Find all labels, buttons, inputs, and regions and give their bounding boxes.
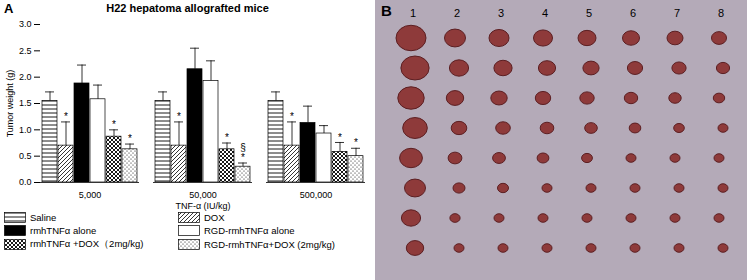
svg-text:5: 5 — [586, 7, 592, 19]
svg-text:B: B — [381, 2, 392, 19]
svg-text:3.0: 3.0 — [19, 19, 32, 29]
svg-text:6: 6 — [630, 7, 636, 19]
svg-text:*: * — [128, 133, 132, 144]
svg-text:500,000: 500,000 — [300, 190, 333, 200]
svg-text:7: 7 — [674, 7, 680, 19]
svg-text:TNF-α (IU/kg): TNF-α (IU/kg) — [175, 201, 230, 211]
html-text:DOX: DOX — [204, 212, 225, 223]
svg-text:0.5: 0.5 — [19, 151, 32, 161]
svg-text:*: * — [64, 111, 68, 122]
svg-text:1.5: 1.5 — [19, 98, 32, 108]
svg-text:*: * — [112, 119, 116, 130]
svg-text:3: 3 — [498, 7, 504, 19]
html-text:rmhTNFα +DOX（2mg/kg): rmhTNFα +DOX（2mg/kg) — [30, 238, 144, 249]
svg-text:*: * — [354, 137, 358, 148]
svg-text:*: * — [338, 132, 342, 143]
svg-text:*: * — [290, 111, 294, 122]
svg-text:2.0: 2.0 — [19, 72, 32, 82]
svg-text:2.5: 2.5 — [19, 46, 32, 56]
html-text:Saline: Saline — [30, 212, 57, 223]
svg-text:1.0: 1.0 — [19, 125, 32, 135]
svg-text:*: * — [225, 132, 229, 143]
svg-text:§: § — [240, 142, 246, 153]
html-text:A: A — [4, 1, 14, 16]
svg-text:Tumor weight (g): Tumor weight (g) — [5, 70, 15, 138]
svg-text:2: 2 — [454, 7, 460, 19]
html-text:rmhTNFα alone: rmhTNFα alone — [30, 225, 97, 236]
svg-text:*: * — [177, 111, 181, 122]
html-text:H22 hepatoma allografted mice: H22 hepatoma allografted mice — [106, 2, 269, 14]
svg-text:*: * — [241, 152, 245, 163]
svg-text:4: 4 — [542, 7, 548, 19]
html-text:RGD-rmhTNFα alone: RGD-rmhTNFα alone — [204, 225, 295, 236]
svg-text:1: 1 — [410, 7, 416, 19]
svg-text:50,000: 50,000 — [189, 190, 217, 200]
svg-text:8: 8 — [718, 7, 724, 19]
html-text:RGD-rmhTNFα+DOX (2mg/kg): RGD-rmhTNFα+DOX (2mg/kg) — [204, 239, 335, 250]
svg-text:5,000: 5,000 — [79, 190, 102, 200]
svg-text:0.0: 0.0 — [19, 177, 32, 187]
